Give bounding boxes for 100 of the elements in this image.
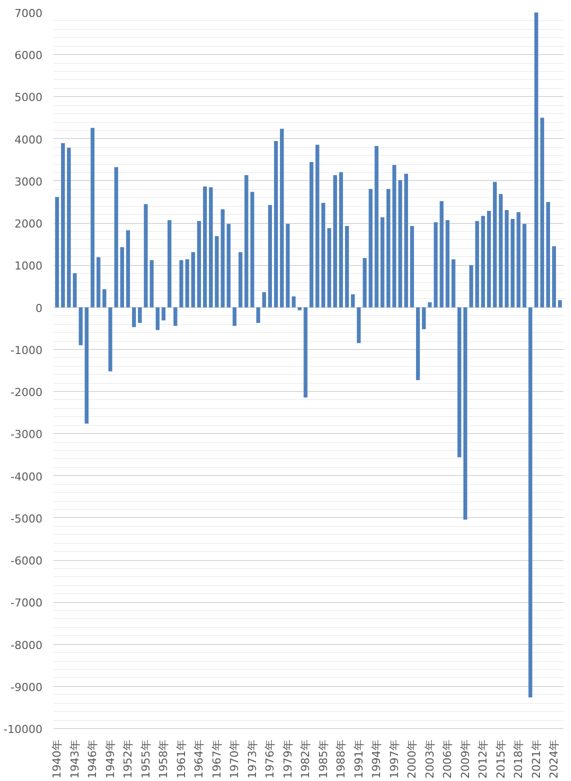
bar bbox=[380, 217, 384, 308]
bar bbox=[446, 220, 450, 308]
bar bbox=[339, 172, 343, 308]
bar bbox=[558, 300, 562, 308]
bar bbox=[540, 118, 544, 308]
x-tick-label: 1997年 bbox=[388, 739, 401, 778]
bar bbox=[333, 175, 338, 308]
bar bbox=[162, 307, 166, 320]
bar bbox=[368, 188, 373, 308]
bar bbox=[498, 194, 503, 308]
bar bbox=[61, 143, 65, 308]
bar bbox=[315, 144, 320, 308]
x-tick-label: 2015年 bbox=[494, 739, 508, 778]
bar bbox=[362, 258, 367, 308]
x-tick-label: 2006年 bbox=[441, 739, 454, 778]
x-tick-label: 1982年 bbox=[299, 739, 312, 778]
x-tick-label: 1973年 bbox=[246, 739, 259, 778]
bar bbox=[552, 246, 556, 308]
y-tick-label: -7000 bbox=[10, 596, 43, 610]
x-tick-label: 1943年 bbox=[68, 739, 82, 778]
bar bbox=[144, 204, 148, 308]
x-tick-label: 2000年 bbox=[406, 739, 419, 778]
y-tick-label: 4000 bbox=[14, 133, 43, 146]
bar bbox=[350, 294, 355, 308]
bar bbox=[422, 307, 426, 330]
bar bbox=[96, 257, 100, 308]
bar bbox=[226, 224, 231, 308]
bar bbox=[244, 175, 248, 308]
bar bbox=[238, 252, 242, 308]
bar bbox=[114, 167, 118, 308]
bar bbox=[173, 307, 178, 326]
x-tick-label: 1955年 bbox=[139, 739, 152, 778]
bar bbox=[150, 260, 154, 308]
y-tick-label: -9000 bbox=[10, 680, 43, 694]
x-tick-label: 1991年 bbox=[352, 739, 366, 778]
bar bbox=[386, 188, 390, 308]
bar bbox=[138, 307, 142, 323]
bar bbox=[232, 307, 236, 326]
y-tick-label: -10000 bbox=[4, 723, 43, 736]
bar bbox=[440, 201, 444, 308]
bar bbox=[504, 210, 509, 308]
x-tick-label: 1985年 bbox=[316, 739, 330, 778]
bar bbox=[120, 247, 124, 308]
bar bbox=[546, 202, 550, 308]
bar bbox=[321, 202, 326, 308]
bar bbox=[534, 12, 538, 308]
bar bbox=[102, 289, 106, 308]
y-tick-label: 3000 bbox=[14, 175, 43, 188]
bar bbox=[203, 186, 207, 308]
bar bbox=[469, 265, 474, 308]
bar bbox=[274, 140, 278, 308]
x-tick-label: 1946年 bbox=[86, 739, 100, 778]
x-tick-label: 1949年 bbox=[104, 739, 117, 778]
bar bbox=[298, 307, 302, 310]
x-tick-label: 2012年 bbox=[476, 739, 490, 778]
x-tick-label: 1970年 bbox=[228, 739, 242, 778]
y-tick-label: 1000 bbox=[14, 260, 43, 273]
bar bbox=[310, 162, 314, 308]
bar bbox=[528, 307, 532, 698]
x-tick-label: 1988年 bbox=[334, 739, 348, 778]
x-tick-label: 1952年 bbox=[122, 739, 135, 778]
bar bbox=[404, 174, 408, 308]
x-tick-label: 2018年 bbox=[512, 739, 526, 778]
bar bbox=[156, 307, 160, 330]
x-tick-label: 1979年 bbox=[281, 739, 294, 778]
x-tick-label: 2021年 bbox=[530, 739, 543, 778]
bar bbox=[280, 128, 284, 308]
bar bbox=[452, 259, 456, 308]
y-tick-label: -5000 bbox=[10, 512, 43, 526]
x-tick-label: 2009年 bbox=[458, 739, 472, 778]
bar bbox=[256, 307, 260, 323]
y-tick-label: 5000 bbox=[14, 91, 43, 104]
bar bbox=[292, 296, 296, 308]
bar bbox=[398, 180, 402, 308]
bar bbox=[208, 187, 213, 308]
bar bbox=[428, 302, 432, 308]
bar bbox=[356, 307, 361, 344]
y-tick-label: 0 bbox=[36, 302, 42, 315]
bar bbox=[197, 220, 201, 308]
bar bbox=[132, 307, 136, 328]
x-tick-label: 2024年 bbox=[548, 739, 561, 778]
bar bbox=[487, 210, 491, 308]
y-tick-label: 7000 bbox=[14, 7, 43, 20]
y-tick-label: -6000 bbox=[10, 554, 43, 568]
x-tick-label: 1940年 bbox=[50, 739, 64, 778]
bar bbox=[492, 182, 497, 308]
bar bbox=[220, 209, 225, 308]
bar bbox=[66, 148, 71, 308]
x-tick-label: 1967年 bbox=[210, 739, 224, 778]
bar bbox=[304, 307, 308, 398]
bar bbox=[126, 230, 130, 308]
bar bbox=[168, 220, 172, 308]
bar bbox=[416, 307, 420, 380]
bar bbox=[179, 260, 184, 308]
bar bbox=[457, 307, 462, 458]
bar bbox=[84, 307, 89, 424]
y-tick-label: 6000 bbox=[14, 49, 43, 62]
bar bbox=[475, 220, 480, 308]
bar bbox=[463, 307, 468, 520]
bar bbox=[90, 128, 94, 308]
